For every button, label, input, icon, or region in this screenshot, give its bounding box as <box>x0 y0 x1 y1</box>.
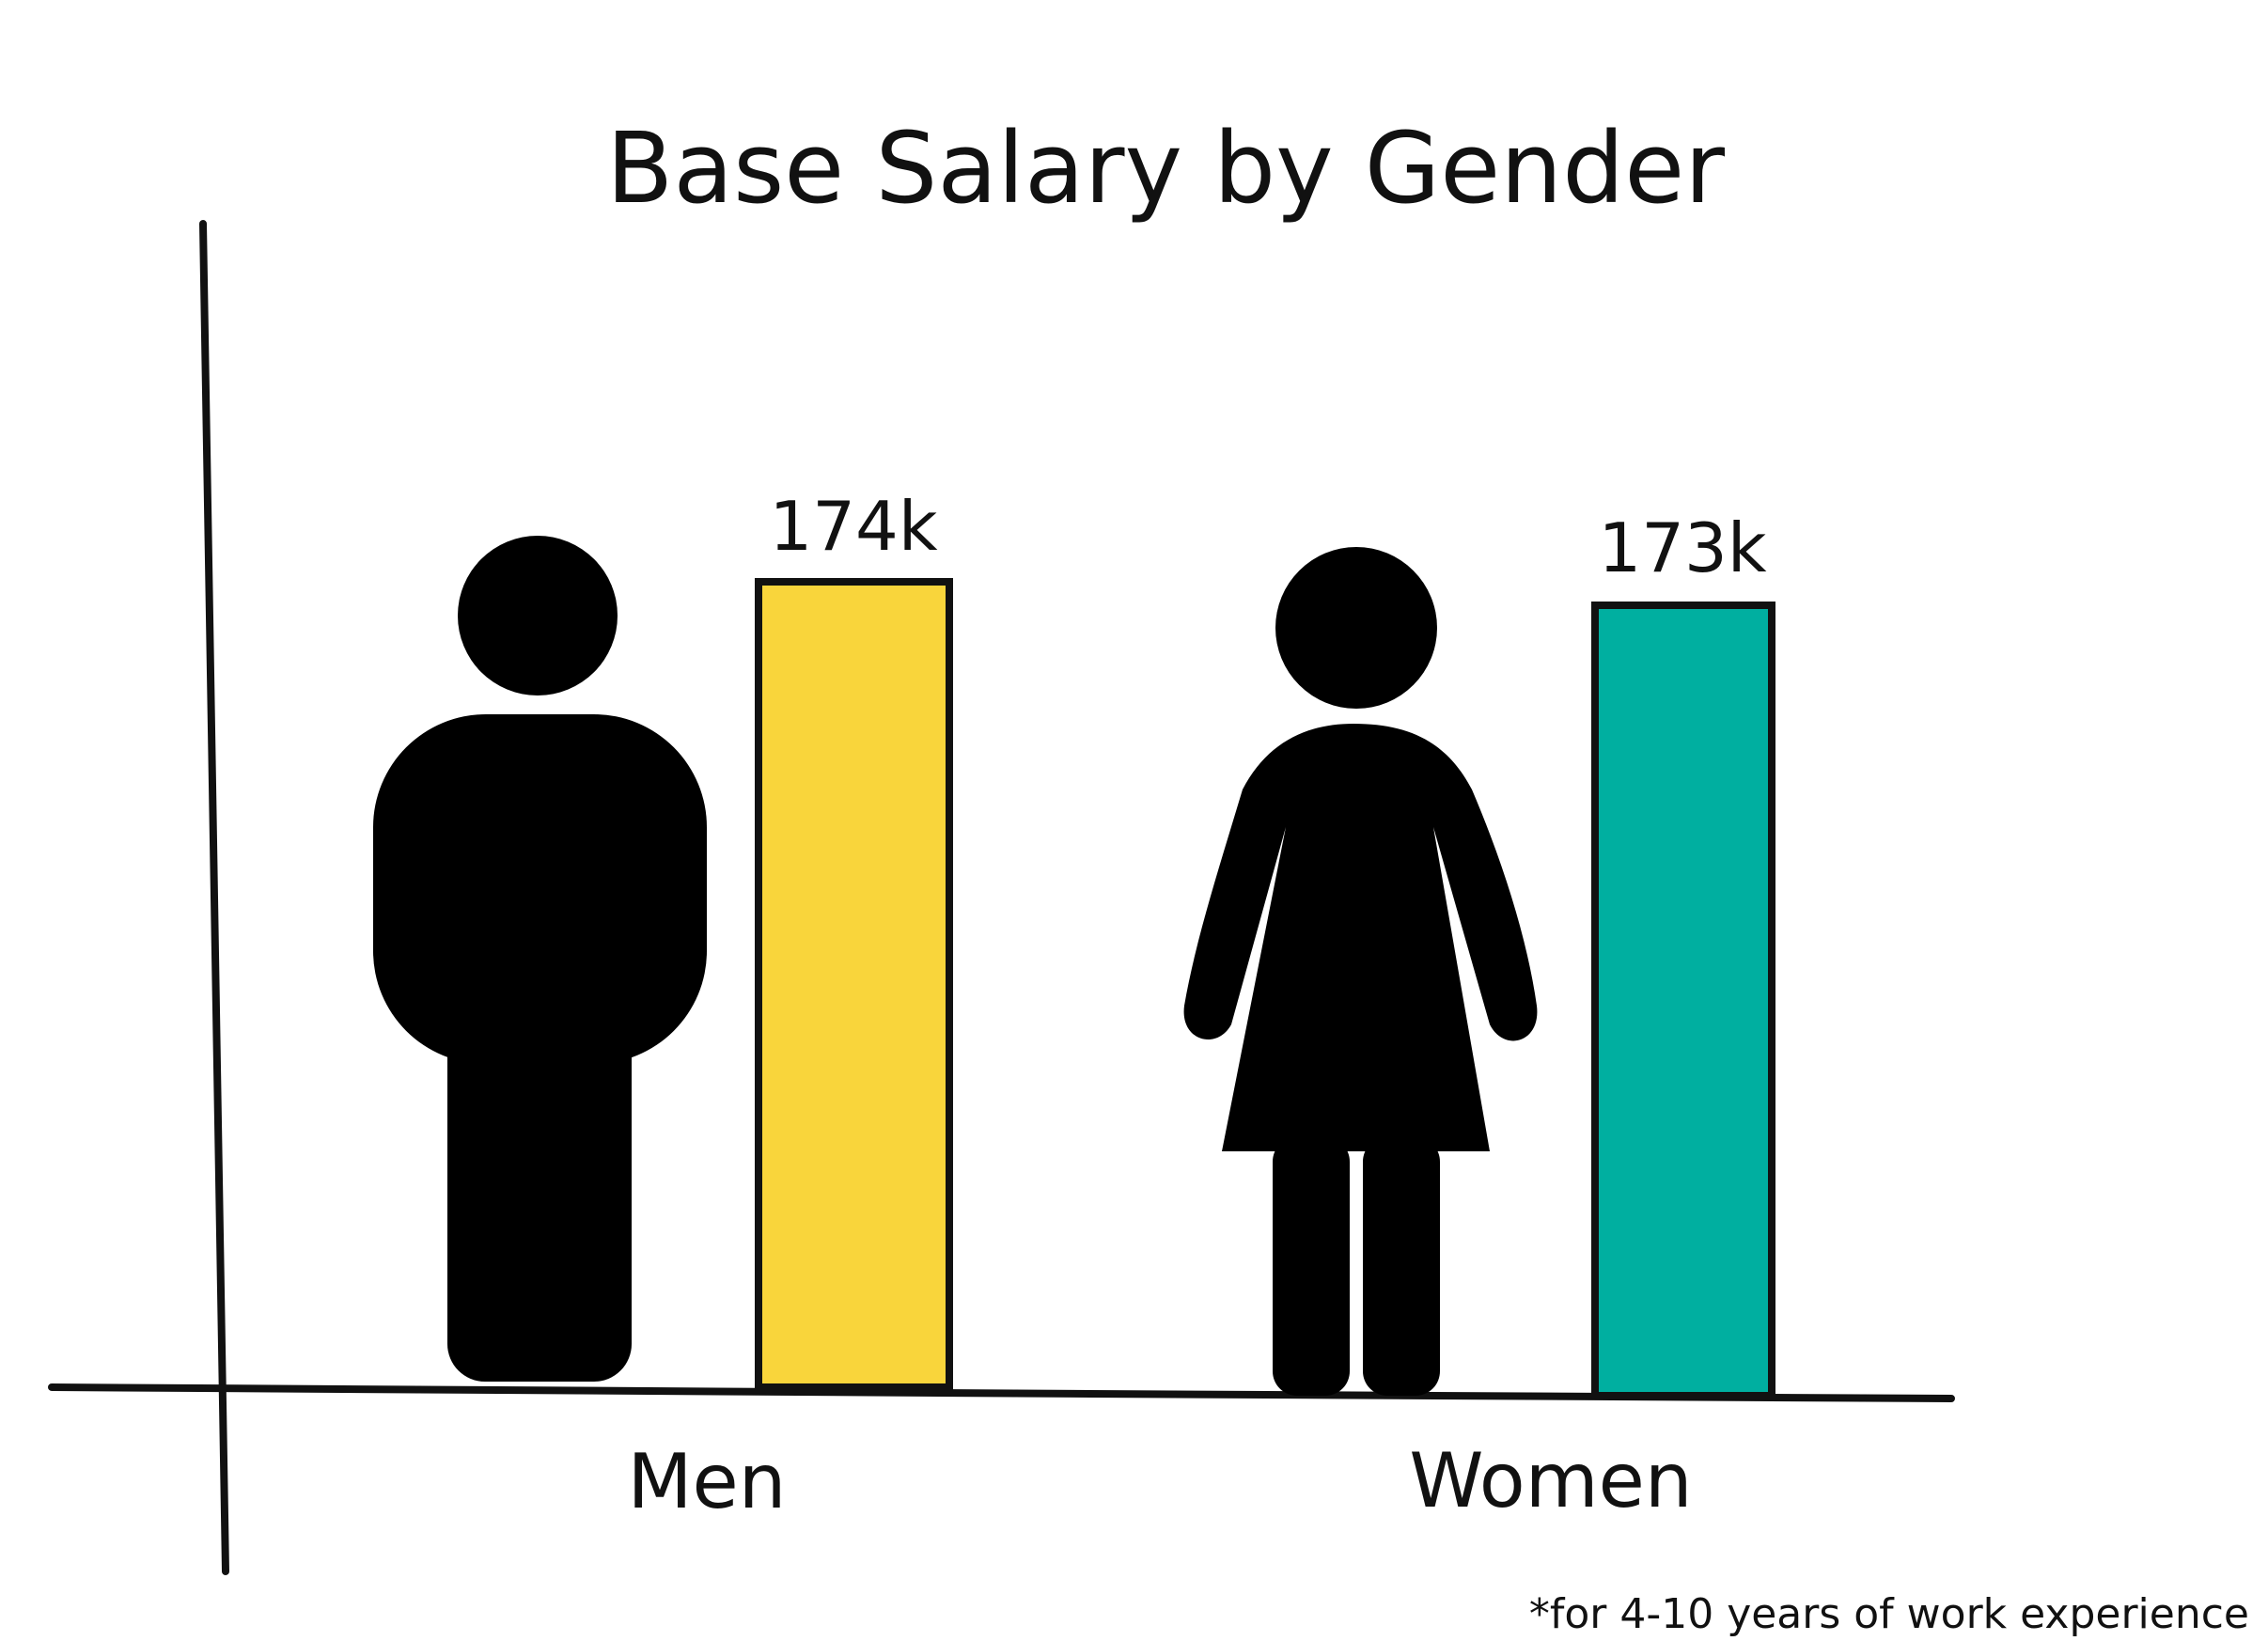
man-icon <box>373 536 707 1382</box>
category-label-men: Men <box>628 1438 787 1525</box>
woman-icon <box>1183 547 1538 1396</box>
value-label-men: 174k <box>769 487 937 566</box>
chart-title: Base Salary by Gender <box>606 111 1725 226</box>
bar-men <box>755 578 953 1391</box>
category-label-women: Women <box>1409 1437 1692 1524</box>
bar-women <box>1591 602 1775 1399</box>
y-axis <box>199 220 229 1575</box>
footnote: *for 4-10 years of work experience <box>1529 1590 2249 1638</box>
value-label-women: 173k <box>1598 508 1766 587</box>
